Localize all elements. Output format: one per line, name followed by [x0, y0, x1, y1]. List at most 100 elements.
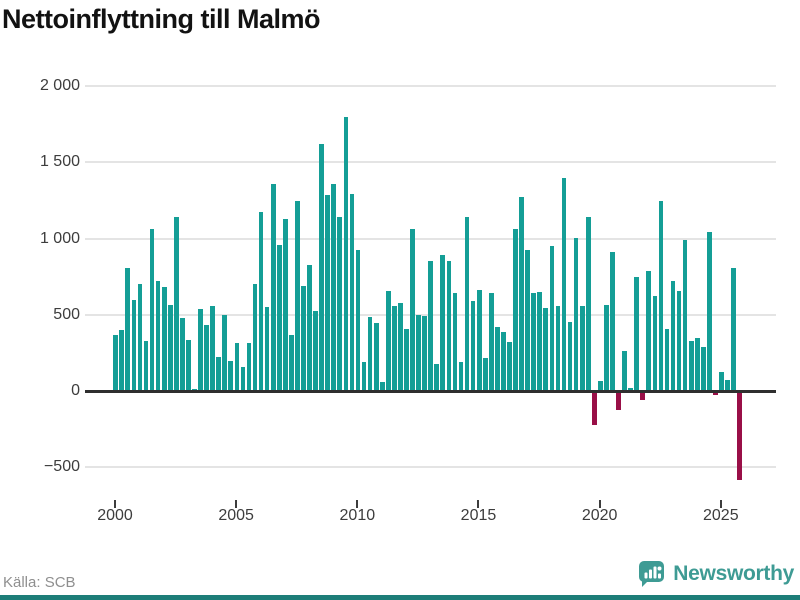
bar-2020K3 [610, 251, 615, 391]
bar-2013K2 [434, 363, 440, 391]
bar-2017K2 [531, 293, 537, 391]
bar-2016K3 [513, 229, 518, 391]
bar-2003K4 [204, 325, 209, 391]
bar-2000K1 [113, 334, 119, 391]
bar-2002K2 [167, 304, 173, 391]
bar-2007K2 [289, 335, 294, 391]
bottom-accent-bar [0, 595, 800, 600]
bar-2016K1 [501, 331, 506, 391]
bar-2001K1 [137, 283, 143, 391]
bar-2024K2 [700, 346, 706, 391]
bar-2022K3 [658, 200, 664, 391]
bar-2016K4 [519, 196, 524, 391]
bar-2024K4 [713, 392, 718, 396]
bar-2011K1 [379, 381, 385, 391]
x-axis-label: 2010 [339, 507, 376, 524]
gridline [85, 85, 776, 88]
bar-2007K4 [301, 285, 306, 391]
x-axis-label: 2015 [460, 507, 497, 524]
y-axis-label: −500 [43, 458, 80, 476]
bar-2003K1 [186, 339, 191, 391]
bar-2018K2 [555, 306, 561, 391]
x-axis-label: 2005 [218, 507, 254, 524]
y-axis-label: 2 000 [39, 77, 80, 95]
bar-2004K2 [216, 356, 222, 391]
x-axis-label: 2000 [97, 507, 133, 524]
bar-2012K2 [410, 229, 415, 391]
bar-2001K4 [155, 281, 161, 391]
gridline [85, 161, 776, 164]
bar-2005K4 [252, 284, 258, 391]
bar-2012K4 [422, 316, 427, 391]
bar-2002K1 [161, 287, 167, 391]
bar-2012K3 [416, 314, 421, 391]
gridline [85, 466, 776, 469]
newsworthy-wordmark: Newsworthy [673, 562, 794, 585]
bar-2010K1 [355, 250, 361, 391]
bar-2021K1 [622, 350, 627, 391]
bar-2015K3 [488, 292, 494, 391]
x-axis-label: 2025 [703, 507, 739, 524]
bar-2019K2 [579, 305, 585, 391]
bar-2010K4 [373, 323, 379, 391]
bar-2000K2 [119, 330, 125, 391]
bar-2004K3 [222, 314, 228, 391]
x-axis-tick [356, 500, 359, 508]
bar-2001K2 [143, 340, 149, 391]
bar-2002K3 [173, 217, 179, 391]
bar-2023K2 [676, 291, 682, 391]
bar-2006K3 [270, 184, 276, 391]
bar-2002K4 [179, 317, 185, 391]
bar-2009K2 [337, 216, 343, 391]
bar-2013K4 [446, 260, 452, 391]
y-axis-label: 500 [53, 305, 80, 323]
bar-2007K3 [295, 201, 300, 391]
bar-2009K1 [331, 184, 337, 391]
bar-2010K2 [361, 362, 367, 391]
bar-2009K3 [343, 116, 349, 391]
bar-2020K2 [604, 304, 609, 391]
bar-2015K2 [482, 358, 488, 391]
newsworthy-logo[interactable]: Newsworthy [638, 560, 794, 588]
bar-2022K4 [664, 329, 670, 391]
bar-2013K3 [440, 254, 446, 391]
bar-2025K2 [725, 380, 730, 391]
gridline [85, 237, 776, 240]
x-axis-tick [114, 500, 116, 508]
bar-2015K1 [476, 289, 482, 391]
bar-2024K1 [694, 338, 700, 391]
bar-2006K4 [276, 245, 282, 391]
bar-2006K2 [264, 307, 270, 391]
bar-2009K4 [349, 194, 355, 391]
bar-2019K1 [573, 237, 579, 391]
bar-2007K1 [282, 218, 288, 391]
bar-2014K1 [452, 293, 458, 391]
bar-2012K1 [404, 328, 409, 391]
y-axis-label: 1 500 [39, 153, 80, 171]
bar-2011K3 [392, 306, 397, 391]
bar-2008K4 [325, 195, 331, 391]
x-axis-tick [719, 500, 722, 508]
bar-2017K1 [525, 250, 530, 391]
bar-2014K3 [464, 217, 470, 391]
bar-2000K3 [125, 267, 131, 391]
bar-2014K2 [458, 362, 464, 391]
bar-2023K1 [670, 280, 676, 391]
bar-2021K2 [628, 387, 633, 391]
y-axis-label: 1 000 [39, 229, 80, 247]
newsworthy-icon [638, 560, 666, 588]
bar-2023K3 [682, 240, 688, 391]
bar-2019K4 [591, 392, 597, 425]
bar-2008K1 [307, 264, 312, 391]
bar-2023K4 [688, 341, 694, 391]
bar-2003K3 [198, 308, 203, 391]
bar-2005K2 [240, 366, 246, 391]
x-axis-label: 2020 [581, 507, 618, 524]
bar-2000K4 [131, 299, 137, 391]
x-axis-tick [598, 500, 601, 508]
bar-2005K1 [234, 342, 240, 391]
bar-2021K3 [634, 276, 640, 391]
bar-2001K3 [149, 229, 155, 391]
bar-2004K1 [210, 305, 215, 391]
